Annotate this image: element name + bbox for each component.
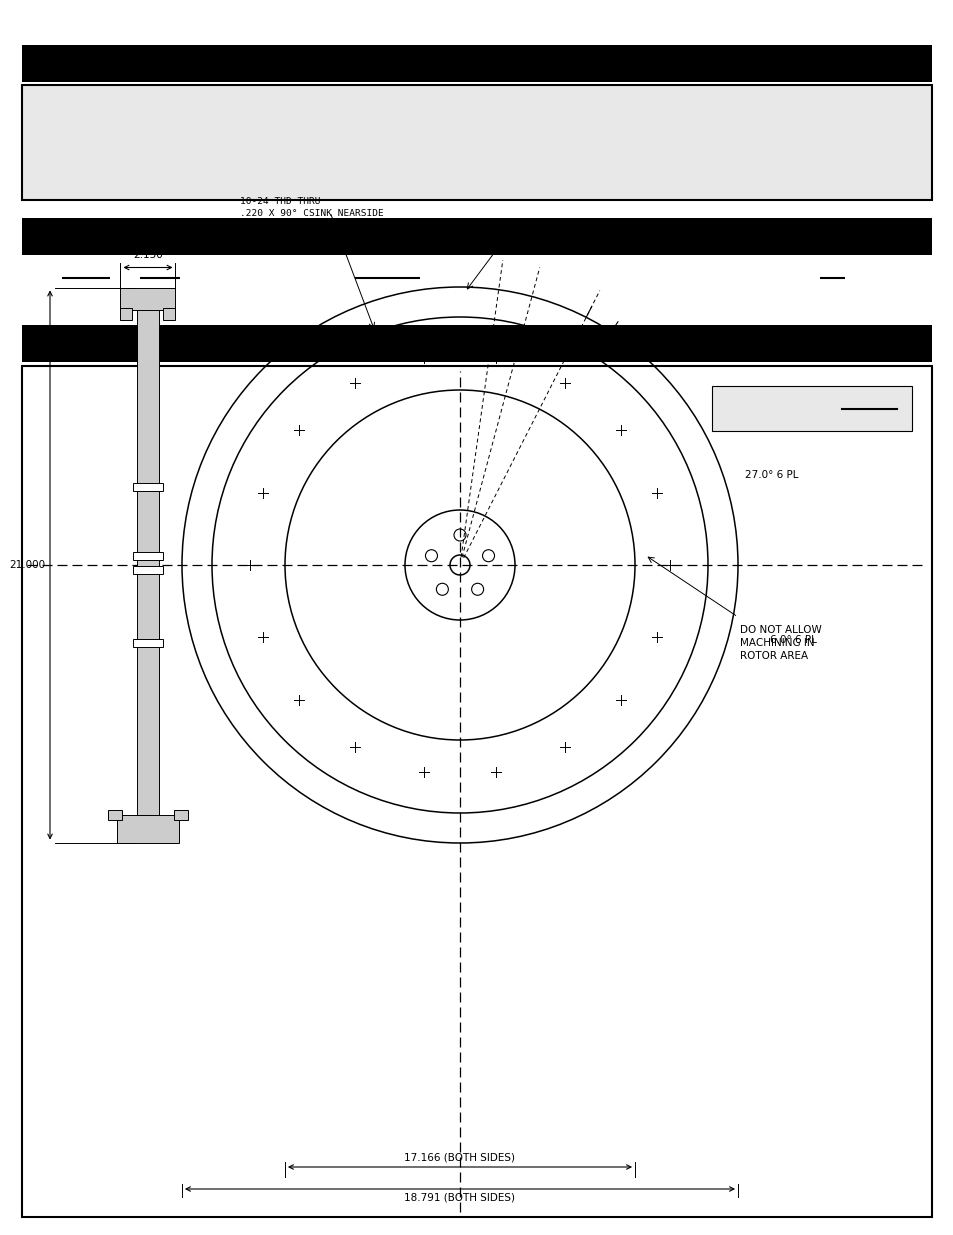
Bar <box>163 308 175 320</box>
Text: 17.166 (BOTH SIDES): 17.166 (BOTH SIDES) <box>404 1152 515 1162</box>
Text: 18.791 (BOTH SIDES): 18.791 (BOTH SIDES) <box>404 1193 515 1203</box>
Bar <box>22 219 931 254</box>
Text: 10-24 THD THRU
.220 X 90° CSINK NEARSIDE
.220 X 90° CSINK FARSIDE
ON A 17.978 BO: 10-24 THD THRU .220 X 90° CSINK NEARSIDE… <box>240 198 383 256</box>
Bar <box>132 552 163 559</box>
Text: 6.0° 6 PL: 6.0° 6 PL <box>769 635 816 645</box>
Bar <box>120 288 175 310</box>
Bar <box>117 815 179 842</box>
Bar <box>108 809 122 820</box>
Bar <box>22 325 931 362</box>
Text: 27.0° 6 PL: 27.0° 6 PL <box>515 224 568 233</box>
Bar <box>120 308 132 320</box>
Text: DO NOT ALLOW
MACHINING IN
ROTOR AREA: DO NOT ALLOW MACHINING IN ROTOR AREA <box>740 625 821 662</box>
Bar <box>132 483 163 492</box>
Bar <box>711 387 911 431</box>
Bar <box>22 44 931 82</box>
Text: 2.150: 2.150 <box>133 249 163 259</box>
Bar <box>22 366 931 1216</box>
Text: 27.0° 6 PL: 27.0° 6 PL <box>744 471 798 480</box>
Bar <box>22 85 931 200</box>
Bar <box>132 566 163 574</box>
Bar <box>137 310 159 815</box>
Bar <box>173 809 188 820</box>
Text: 21.000: 21.000 <box>9 559 45 571</box>
Bar <box>132 638 163 647</box>
